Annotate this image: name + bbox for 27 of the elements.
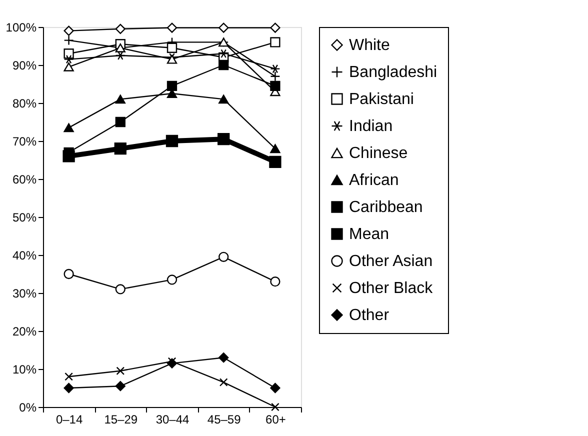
y-tick-label: 0%	[19, 400, 37, 414]
legend-label: African	[349, 172, 399, 189]
legend-label: Mean	[349, 226, 390, 243]
y-tick-label: 30%	[12, 286, 37, 300]
legend-label: Indian	[349, 118, 393, 135]
x-tick-label: 0–14	[56, 412, 83, 426]
legend-label: Chinese	[349, 145, 408, 162]
y-tick-label: 100%	[6, 20, 37, 34]
legend-label: Caribbean	[349, 199, 423, 216]
x-tick-label: 45–59	[207, 412, 242, 426]
legend-label: Other Asian	[349, 253, 433, 270]
legend-label: White	[349, 37, 390, 54]
y-tick-label: 50%	[12, 210, 37, 224]
y-tick-label: 20%	[12, 324, 37, 338]
y-tick-label: 40%	[12, 248, 37, 262]
legend-label: Other	[349, 307, 390, 324]
legend-label: Bangladeshi	[349, 64, 438, 81]
legend-label: Other Black	[349, 280, 434, 297]
x-tick-label: 15–29	[104, 412, 138, 426]
x-tick-label: 30–44	[156, 412, 190, 426]
y-tick-label: 10%	[12, 362, 37, 376]
y-tick-label: 80%	[12, 96, 37, 110]
y-tick-label: 70%	[12, 134, 37, 148]
y-tick-label: 90%	[12, 58, 37, 72]
legend-label: Pakistani	[349, 91, 414, 108]
x-tick-label: 60+	[266, 412, 286, 426]
y-tick-label: 60%	[12, 172, 37, 186]
